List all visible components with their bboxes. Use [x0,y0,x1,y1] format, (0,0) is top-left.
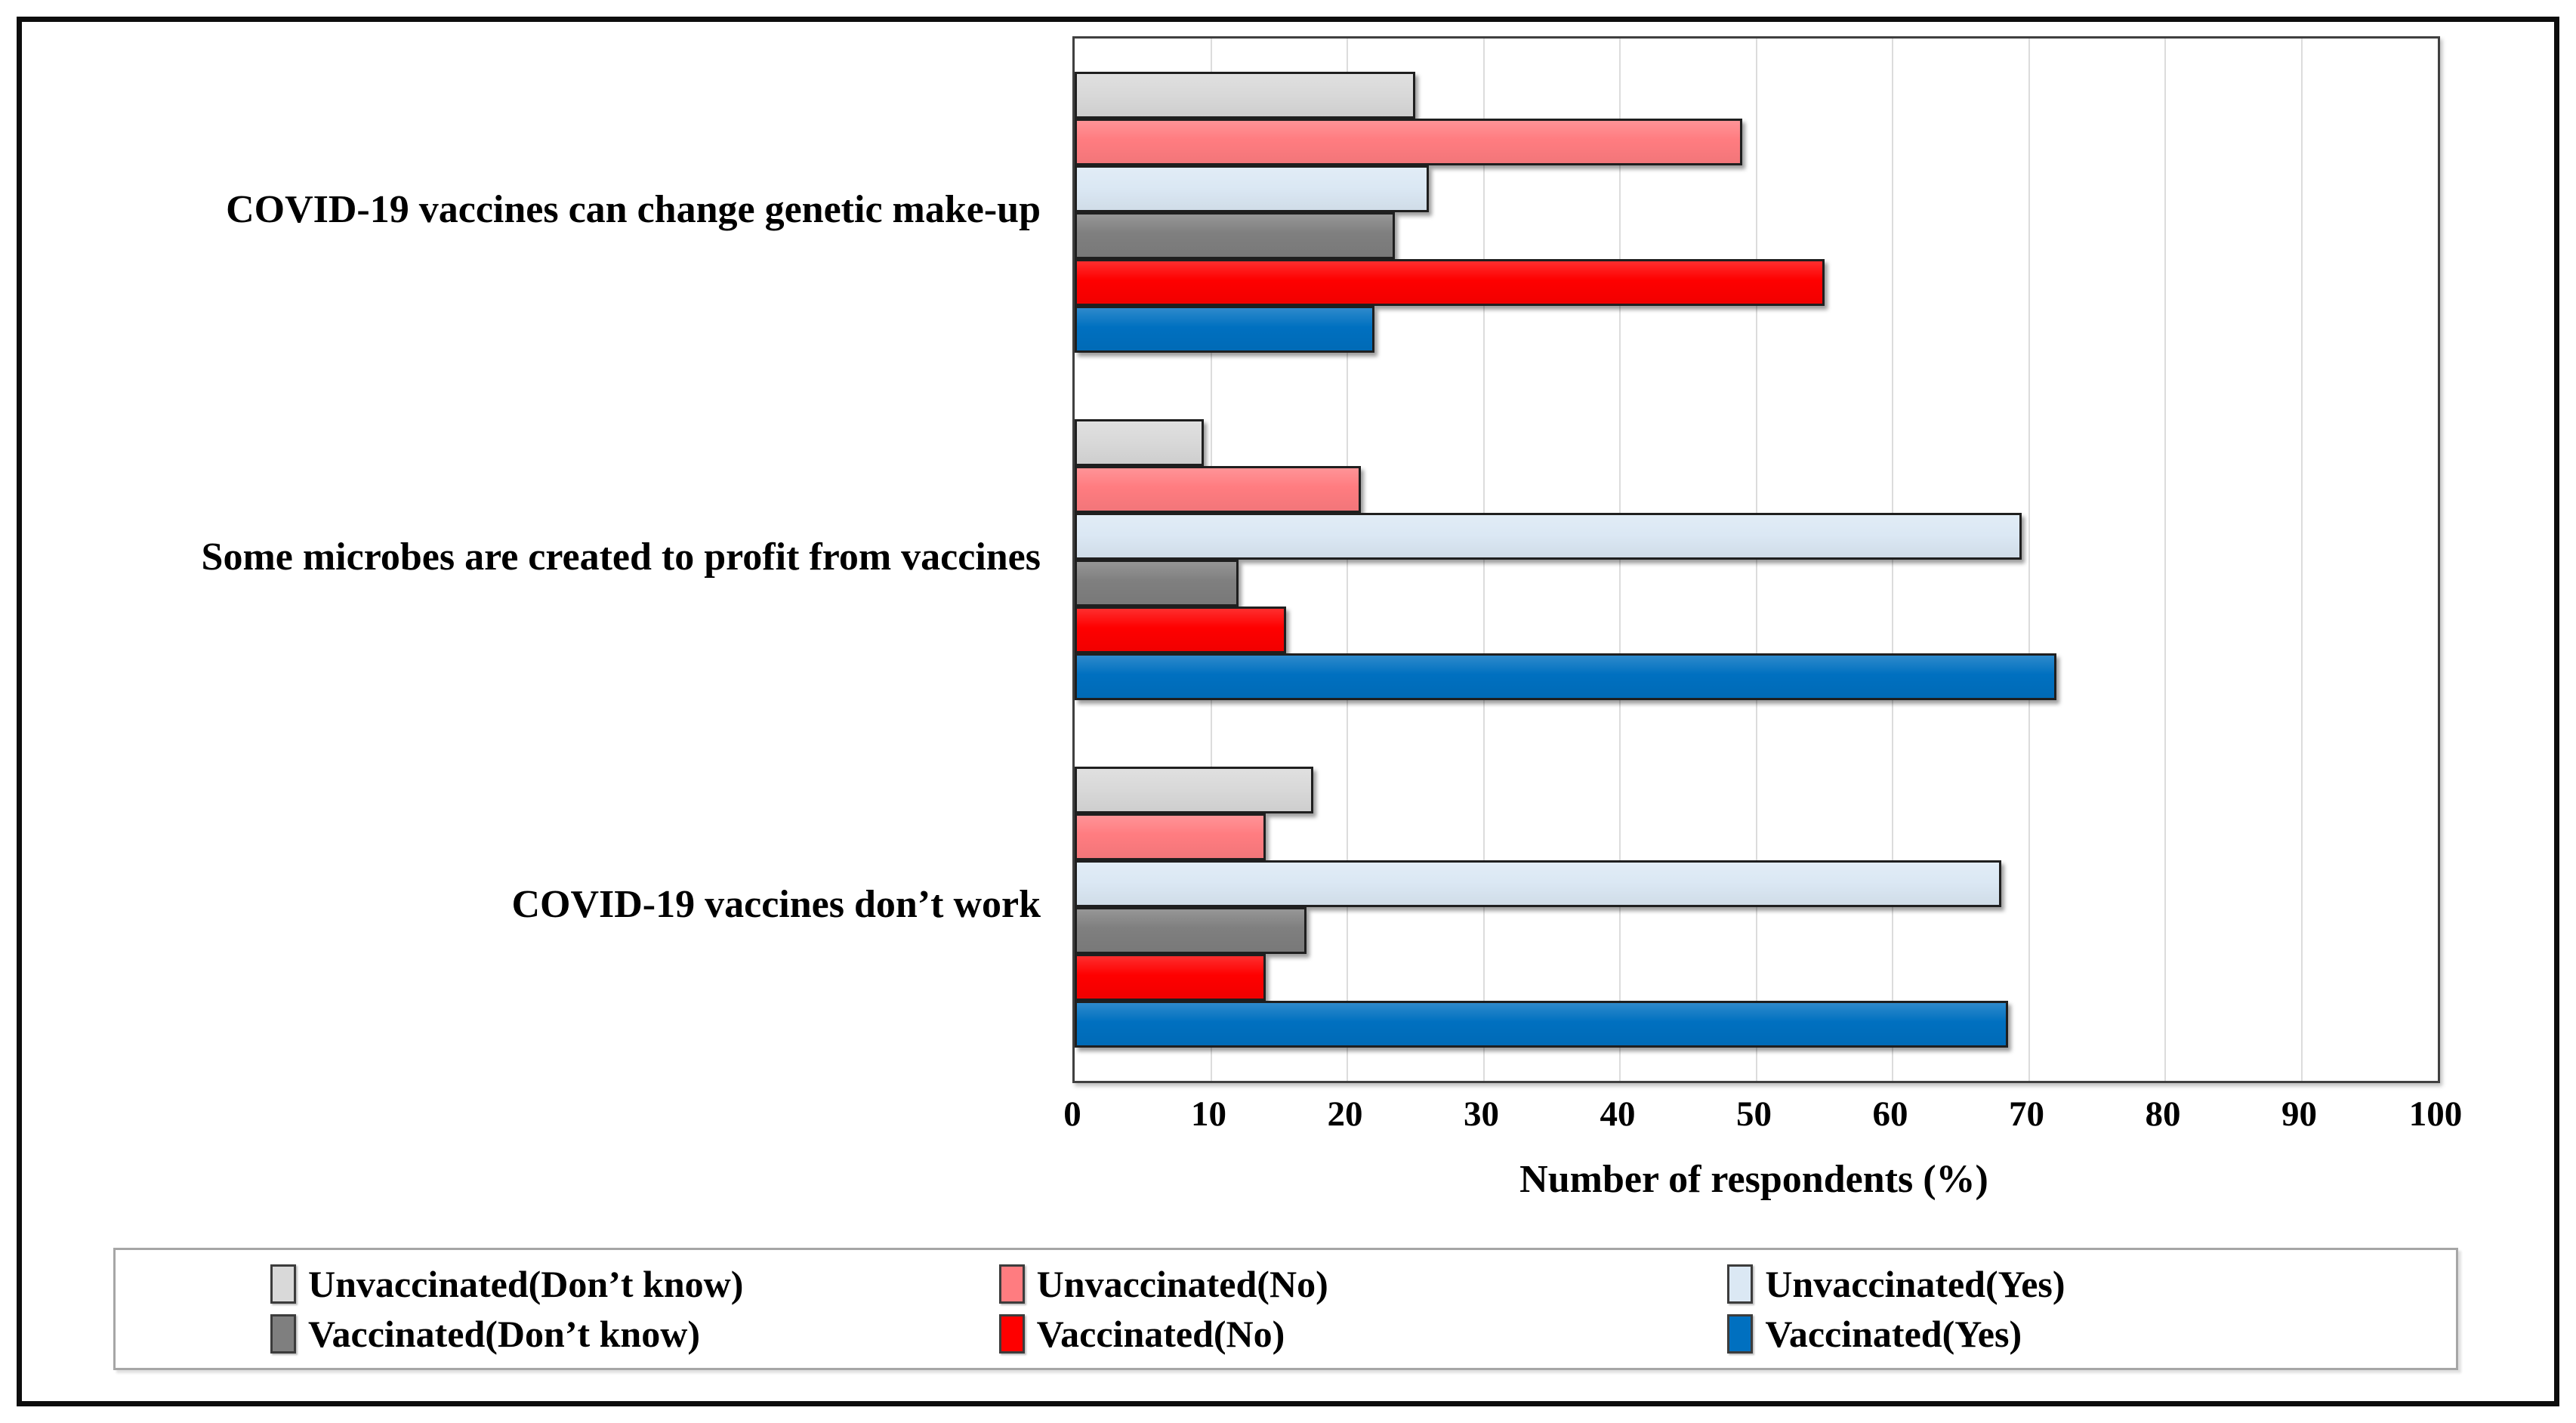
bar-unvaccinated-dont-know-cat1 [1075,72,1416,119]
bar-vaccinated-no-cat3 [1075,954,1266,1001]
legend-swatch-unvaccinated-dont-know [270,1264,296,1304]
legend-item-unvaccinated-no: Unvaccinated(No) [998,1262,1728,1306]
x-tick-label-30: 30 [1464,1094,1499,1134]
legend-label-vaccinated-no: Vaccinated(No) [1036,1313,1285,1355]
x-tick-label-50: 50 [1736,1094,1772,1134]
bar-group-1 [1075,39,2438,386]
bar-unvaccinated-yes-cat3 [1075,860,2002,907]
x-tick-label-20: 20 [1327,1094,1363,1134]
bar-unvaccinated-yes-cat2 [1075,513,2022,560]
legend-grid: Unvaccinated(Don’t know) Unvaccinated(No)… [116,1250,2456,1368]
legend-swatch-unvaccinated-yes [1727,1264,1754,1304]
bar-vaccinated-dont-know-cat3 [1075,907,1307,954]
category-label-2: Some microbes are created to profit from… [201,536,1041,579]
legend-swatch-vaccinated-yes [1727,1314,1754,1354]
x-tick-label-80: 80 [2145,1094,2181,1134]
category-labels: COVID-19 vaccines can change genetic mak… [30,36,1056,1079]
legend-item-unvaccinated-dont-know: Unvaccinated(Don’t know) [270,1262,999,1306]
x-tick-label-100: 100 [2408,1094,2463,1134]
bar-unvaccinated-no-cat2 [1075,466,1362,513]
legend-label-vaccinated-yes: Vaccinated(Yes) [1765,1313,2022,1355]
x-axis-title: Number of respondents (%) [1519,1158,1988,1201]
bar-group-3 [1075,733,2438,1081]
gridline-40 [1619,39,1621,1081]
legend-item-unvaccinated-yes: Unvaccinated(Yes) [1727,1262,2456,1306]
gridline-50 [1755,39,1757,1081]
x-tick-label-40: 40 [1600,1094,1636,1134]
bar-unvaccinated-dont-know-cat2 [1075,419,1205,466]
legend-swatch-vaccinated-no [998,1314,1025,1354]
legend-label-unvaccinated-dont-know: Unvaccinated(Don’t know) [308,1263,744,1305]
gridline-30 [1482,39,1485,1081]
bar-vaccinated-dont-know-cat1 [1075,212,1396,259]
x-tick-labels: 0 10 20 30 40 50 60 70 80 90 100 [1063,1094,2462,1142]
x-tick-label-10: 10 [1191,1094,1226,1134]
bar-unvaccinated-dont-know-cat3 [1075,767,1313,813]
category-cell-1: COVID-19 vaccines can change genetic mak… [30,36,1056,384]
category-cell-2: Some microbes are created to profit from… [30,384,1056,731]
x-tick-label-90: 90 [2281,1094,2317,1134]
legend-item-vaccinated-yes: Vaccinated(Yes) [1727,1312,2456,1356]
category-label-1: COVID-19 vaccines can change genetic mak… [226,188,1041,232]
category-label-3: COVID-19 vaccines don’t work [511,883,1041,927]
plot-area [1072,36,2440,1083]
bar-vaccinated-yes-cat3 [1075,1001,2009,1048]
bar-unvaccinated-no-cat1 [1075,119,1743,165]
bar-vaccinated-yes-cat1 [1075,306,1375,353]
legend-item-vaccinated-dont-know: Vaccinated(Don’t know) [270,1312,999,1356]
figure-frame [17,17,2559,1406]
bar-unvaccinated-yes-cat1 [1075,165,1430,212]
gridline-70 [2028,39,2030,1081]
gridline-20 [1347,39,1348,1081]
gridline-90 [2300,39,2303,1081]
bar-vaccinated-yes-cat2 [1075,653,2056,700]
legend-item-vaccinated-no: Vaccinated(No) [998,1312,1728,1356]
legend: Unvaccinated(Don’t know) Unvaccinated(No)… [113,1248,2458,1370]
x-tick-label-70: 70 [2009,1094,2044,1134]
gridline-60 [1892,39,1893,1081]
category-cell-3: COVID-19 vaccines don’t work [30,731,1056,1079]
x-tick-label-0: 0 [1063,1094,1081,1134]
x-tick-label-60: 60 [1872,1094,1908,1134]
legend-swatch-vaccinated-dont-know [270,1314,296,1354]
legend-label-vaccinated-dont-know: Vaccinated(Don’t know) [308,1313,700,1355]
legend-label-unvaccinated-no: Unvaccinated(No) [1036,1263,1328,1305]
legend-label-unvaccinated-yes: Unvaccinated(Yes) [1765,1263,2065,1305]
bar-vaccinated-no-cat2 [1075,607,1286,653]
legend-swatch-unvaccinated-no [998,1264,1025,1304]
bar-unvaccinated-no-cat3 [1075,813,1266,860]
bar-group-2 [1075,386,2438,733]
bar-vaccinated-dont-know-cat2 [1075,560,1239,607]
bar-vaccinated-no-cat1 [1075,259,1825,306]
gridline-80 [2164,39,2166,1081]
